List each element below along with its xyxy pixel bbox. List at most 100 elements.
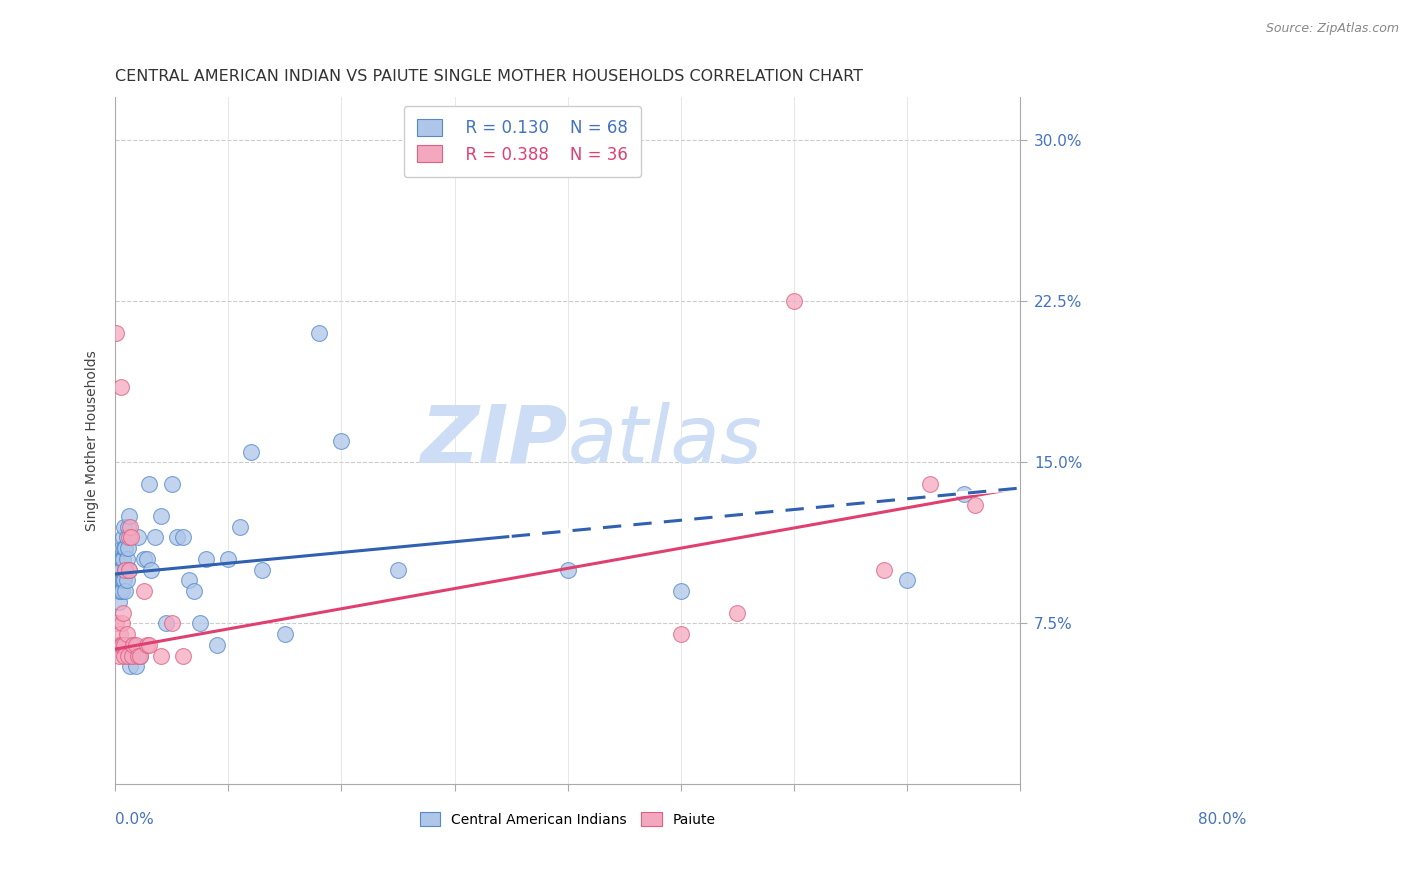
- Point: [387, 563, 409, 577]
- Point: [111, 616, 134, 631]
- Point: [112, 519, 135, 533]
- Point: [115, 627, 138, 641]
- Point: [120, 638, 142, 652]
- Point: [132, 552, 155, 566]
- Point: [121, 648, 143, 663]
- Point: [136, 638, 159, 652]
- Point: [127, 648, 149, 663]
- Point: [330, 434, 353, 448]
- Point: [252, 563, 274, 577]
- Point: [188, 616, 211, 631]
- Text: 0.0%: 0.0%: [115, 812, 155, 827]
- Point: [112, 606, 135, 620]
- Point: [122, 648, 145, 663]
- Point: [111, 638, 134, 652]
- Point: [114, 584, 136, 599]
- Point: [111, 574, 134, 588]
- Point: [105, 552, 128, 566]
- Point: [124, 638, 146, 652]
- Point: [217, 552, 239, 566]
- Point: [122, 638, 145, 652]
- Point: [111, 552, 134, 566]
- Point: [107, 638, 129, 652]
- Point: [110, 380, 132, 394]
- Point: [155, 616, 177, 631]
- Point: [918, 476, 941, 491]
- Text: 80.0%: 80.0%: [1198, 812, 1246, 827]
- Point: [115, 574, 138, 588]
- Point: [141, 563, 163, 577]
- Point: [118, 563, 141, 577]
- Point: [108, 584, 131, 599]
- Point: [114, 541, 136, 556]
- Point: [143, 531, 166, 545]
- Point: [124, 648, 146, 663]
- Point: [183, 584, 205, 599]
- Text: Source: ZipAtlas.com: Source: ZipAtlas.com: [1265, 22, 1399, 36]
- Point: [110, 574, 132, 588]
- Point: [205, 638, 228, 652]
- Point: [118, 659, 141, 673]
- Point: [120, 531, 142, 545]
- Point: [107, 584, 129, 599]
- Point: [127, 531, 149, 545]
- Text: atlas: atlas: [568, 401, 762, 480]
- Point: [112, 574, 135, 588]
- Point: [118, 638, 141, 652]
- Point: [121, 648, 143, 663]
- Point: [107, 574, 129, 588]
- Point: [124, 659, 146, 673]
- Legend: Central American Indians, Paiute: Central American Indians, Paiute: [413, 806, 721, 832]
- Point: [108, 563, 131, 577]
- Point: [115, 531, 138, 545]
- Point: [110, 638, 132, 652]
- Point: [105, 616, 128, 631]
- Point: [138, 638, 160, 652]
- Point: [129, 648, 152, 663]
- Point: [114, 563, 136, 577]
- Point: [149, 648, 172, 663]
- Point: [105, 326, 128, 341]
- Point: [129, 648, 152, 663]
- Point: [114, 563, 136, 577]
- Point: [172, 648, 194, 663]
- Point: [108, 574, 131, 588]
- Point: [111, 584, 134, 599]
- Point: [117, 541, 139, 556]
- Point: [669, 584, 692, 599]
- Point: [228, 519, 250, 533]
- Point: [132, 584, 155, 599]
- Point: [952, 487, 974, 501]
- Point: [117, 648, 139, 663]
- Point: [112, 638, 135, 652]
- Point: [108, 627, 131, 641]
- Point: [112, 648, 135, 663]
- Point: [194, 552, 217, 566]
- Point: [118, 519, 141, 533]
- Point: [308, 326, 330, 341]
- Point: [118, 531, 141, 545]
- Point: [118, 508, 141, 523]
- Point: [112, 574, 135, 588]
- Point: [149, 508, 172, 523]
- Point: [115, 552, 138, 566]
- Point: [107, 648, 129, 663]
- Point: [117, 519, 139, 533]
- Point: [274, 627, 297, 641]
- Text: CENTRAL AMERICAN INDIAN VS PAIUTE SINGLE MOTHER HOUSEHOLDS CORRELATION CHART: CENTRAL AMERICAN INDIAN VS PAIUTE SINGLE…: [115, 69, 863, 84]
- Point: [107, 563, 129, 577]
- Point: [557, 563, 579, 577]
- Point: [138, 476, 160, 491]
- Point: [177, 574, 200, 588]
- Point: [725, 606, 748, 620]
- Point: [172, 531, 194, 545]
- Point: [963, 498, 986, 512]
- Point: [669, 627, 692, 641]
- Point: [107, 595, 129, 609]
- Point: [111, 541, 134, 556]
- Point: [240, 444, 263, 458]
- Y-axis label: Single Mother Households: Single Mother Households: [86, 351, 100, 531]
- Point: [896, 574, 918, 588]
- Point: [112, 552, 135, 566]
- Point: [112, 531, 135, 545]
